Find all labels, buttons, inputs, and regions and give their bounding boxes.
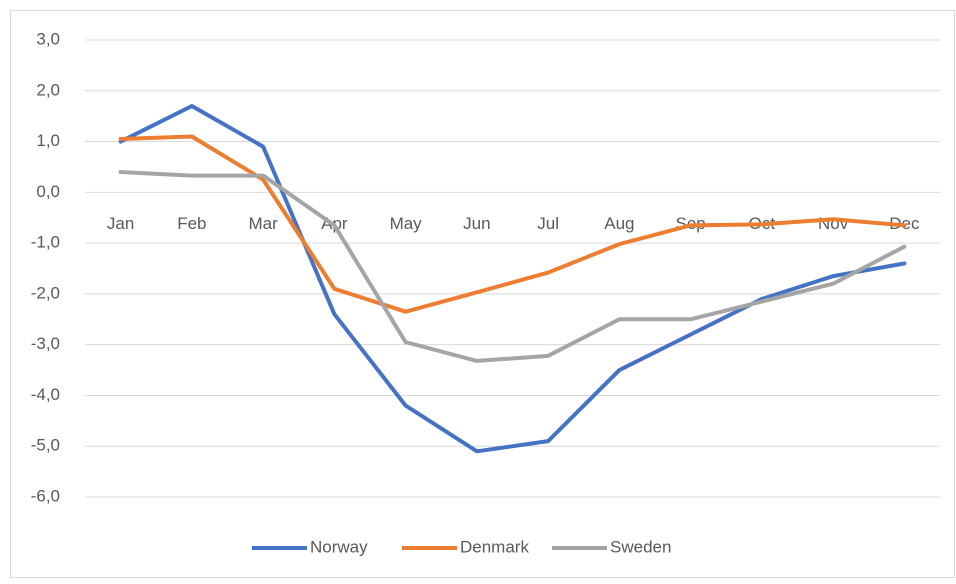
y-tick-label: -2,0	[31, 283, 60, 302]
x-tick-label: May	[390, 214, 423, 233]
line	[118, 104, 907, 454]
y-tick-label: 0,0	[36, 182, 60, 201]
y-tick-label: 2,0	[36, 80, 60, 99]
y-tick-label: -6,0	[31, 486, 60, 505]
x-tick-label: Aug	[604, 214, 634, 233]
legend-label: Norway	[310, 537, 368, 556]
legend-label: Denmark	[460, 537, 529, 556]
line	[118, 134, 907, 314]
x-tick-label: Feb	[177, 214, 206, 233]
y-tick-label: -5,0	[31, 436, 60, 455]
y-tick-label: 1,0	[36, 131, 60, 150]
x-tick-label: Jun	[463, 214, 490, 233]
y-tick-label: -1,0	[31, 233, 60, 252]
y-tick-label: -3,0	[31, 334, 60, 353]
x-tick-label: Dec	[889, 214, 920, 233]
x-tick-label: Mar	[248, 214, 278, 233]
line	[118, 170, 907, 363]
y-tick-label: 3,0	[36, 29, 60, 48]
x-tick-label: Nov	[818, 214, 849, 233]
legend-label: Sweden	[610, 537, 671, 556]
x-tick-label: Jul	[537, 214, 559, 233]
x-tick-label: Jan	[107, 214, 134, 233]
y-tick-label: -4,0	[31, 385, 60, 404]
